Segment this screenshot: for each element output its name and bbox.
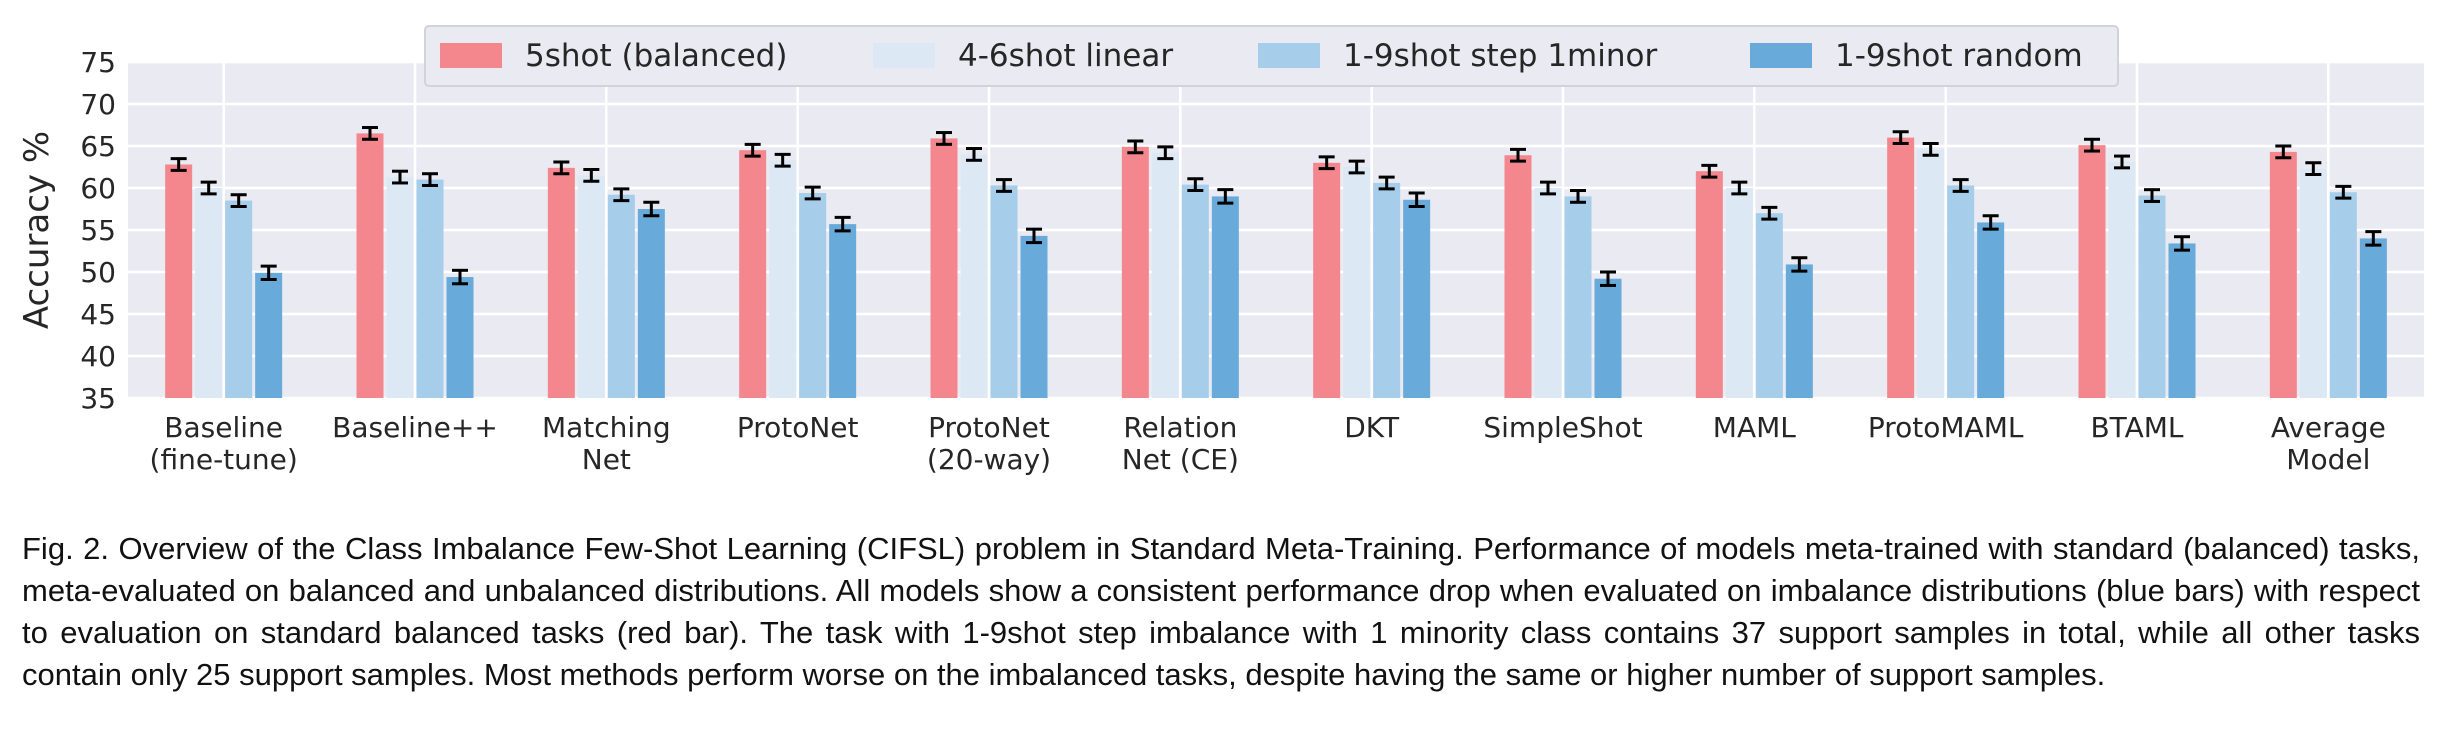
bar (1977, 222, 2005, 398)
y-tick-label: 65 (80, 130, 116, 163)
bar (2299, 168, 2327, 398)
bar (637, 209, 665, 398)
bar (739, 150, 767, 398)
y-tick-label: 40 (80, 340, 116, 373)
y-tick-label: 70 (80, 88, 116, 121)
x-tick-label-line: ProtoNet (737, 411, 859, 444)
x-tick-label: ProtoMAML (1868, 411, 2024, 444)
x-tick-label-line: Average (2271, 411, 2386, 444)
bar (2168, 243, 2196, 398)
bar (1151, 152, 1179, 398)
bar (2138, 195, 2166, 398)
y-tick-label: 60 (80, 172, 116, 205)
bar (386, 177, 414, 398)
x-tick-label: Baseline (fine-tune) (150, 411, 298, 476)
x-tick-label: Relation Net (CE) (1122, 411, 1239, 476)
bar (225, 200, 253, 398)
y-tick-label: 35 (80, 382, 116, 415)
x-tick-label-line: Net (582, 443, 631, 476)
x-tick-label-line: Baseline++ (332, 411, 498, 444)
x-tick-label: MAML (1713, 411, 1796, 444)
x-tick-label-line: SimpleShot (1483, 411, 1642, 444)
bar (577, 175, 605, 398)
bar (990, 185, 1018, 398)
bar (1785, 264, 1813, 398)
x-tick-label-line: Model (2286, 443, 2370, 476)
bar (769, 160, 797, 398)
bar (2269, 151, 2297, 398)
bar (607, 194, 635, 398)
bar (2108, 161, 2136, 398)
bar-chart: 35 40 45 50 55 60 65 70 75 Baseline (fine-tune) Bas… (17, 25, 2424, 476)
y-tick-label: 50 (80, 256, 116, 289)
y-axis-label: Accuracy % (17, 131, 57, 329)
x-tick-label-line: Relation (1123, 411, 1237, 444)
legend-label: 1-9shot random (1835, 38, 2083, 74)
y-tick-label: 45 (80, 298, 116, 331)
bar (1181, 184, 1209, 398)
bar (2329, 192, 2357, 398)
bar (1403, 199, 1431, 398)
x-tick-label-line: ProtoNet (928, 411, 1050, 444)
x-tick-label-line: MAML (1713, 411, 1796, 444)
bar (255, 272, 283, 398)
bar (829, 224, 857, 398)
bar (960, 154, 988, 398)
x-tick-label: ProtoNet (737, 411, 859, 444)
bar (1947, 185, 1975, 398)
bar (799, 193, 827, 398)
x-tick-label-line: Matching (542, 411, 671, 444)
bar (1564, 196, 1592, 398)
x-tick-label: Matching Net (542, 411, 671, 476)
bar (930, 138, 958, 398)
bar (1343, 167, 1371, 398)
bar (1594, 278, 1622, 398)
x-tick-label: DKT (1344, 411, 1400, 444)
legend-label: 1-9shot step 1minor (1343, 38, 1657, 74)
bar (547, 167, 575, 398)
legend-label: 4-6shot linear (958, 38, 1173, 74)
bar (1725, 188, 1753, 398)
bar (1121, 146, 1149, 398)
bar (1887, 137, 1915, 398)
x-tick-label-line: BTAML (2090, 411, 2183, 444)
x-tick-label: Average Model (2271, 411, 2386, 476)
legend-swatch (440, 43, 502, 68)
bar (165, 164, 193, 398)
x-tick-label: SimpleShot (1483, 411, 1642, 444)
bar (1020, 235, 1048, 398)
x-tick-label: ProtoNet (20-way) (927, 411, 1051, 476)
x-tick-label-line: Baseline (164, 411, 283, 444)
y-tick-label: 75 (80, 46, 116, 79)
legend-label: 5shot (balanced) (525, 38, 787, 74)
bar (1211, 196, 1239, 398)
x-tick-label: BTAML (2090, 411, 2183, 444)
bar (1917, 149, 1945, 398)
y-tick-label: 55 (80, 214, 116, 247)
x-tick-label-line: (fine-tune) (150, 443, 298, 476)
figure-caption: Fig. 2. Overview of the Class Imbalance … (22, 531, 2420, 692)
bar (2359, 238, 2387, 398)
x-tick-label-line: (20-way) (927, 443, 1051, 476)
bar (1695, 171, 1723, 398)
x-tick-label-line: Net (CE) (1122, 443, 1239, 476)
x-tick-label-line: ProtoMAML (1868, 411, 2024, 444)
bar (2078, 145, 2106, 398)
bar (1373, 182, 1401, 398)
legend-swatch (1258, 43, 1320, 68)
bar (446, 277, 474, 398)
legend-swatch (1750, 43, 1812, 68)
bar (1313, 162, 1341, 398)
x-tick-label-line: DKT (1344, 411, 1400, 444)
x-tick-label: Baseline++ (332, 411, 498, 444)
bar (416, 179, 444, 398)
bar (195, 188, 223, 398)
legend-swatch (873, 43, 935, 68)
bar (1755, 213, 1783, 398)
bar (1504, 155, 1532, 398)
bar (1534, 188, 1562, 398)
bar (356, 133, 384, 398)
legend: 5shot (balanced) 4-6shot linear 1-9shot st… (424, 25, 2119, 87)
